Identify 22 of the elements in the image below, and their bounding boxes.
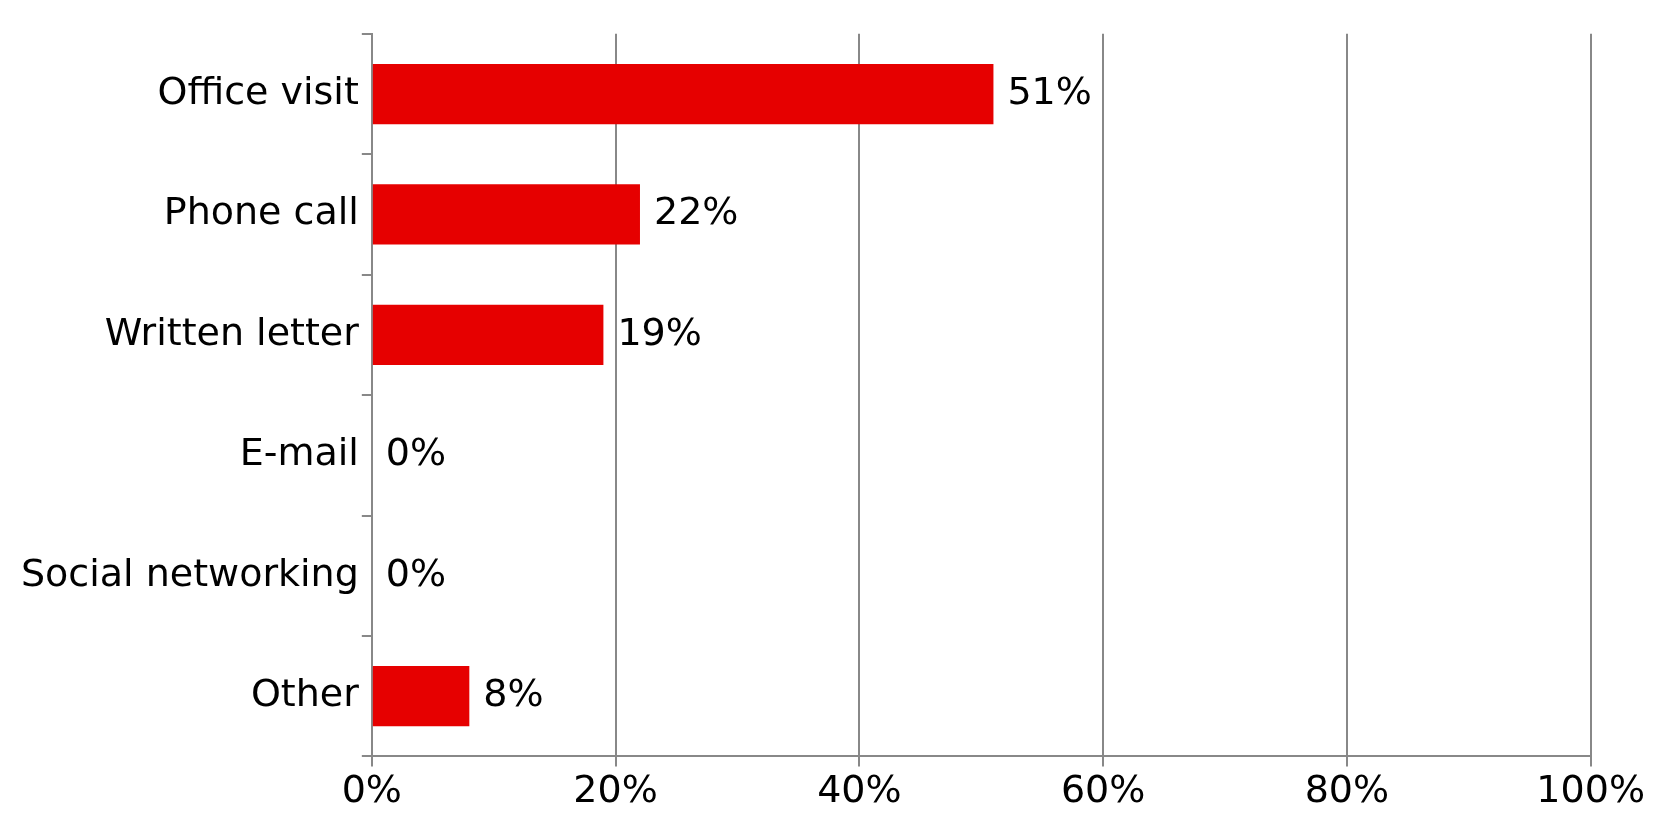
bar bbox=[372, 304, 604, 365]
data-label: 0% bbox=[385, 550, 447, 595]
x-tick-label: 80% bbox=[1304, 767, 1390, 812]
x-tick-label: 100% bbox=[1536, 767, 1645, 812]
data-label: 22% bbox=[653, 189, 739, 234]
y-tick-label: Social networking bbox=[21, 550, 359, 595]
y-tick-label: E-mail bbox=[239, 430, 359, 475]
y-tick-label: Phone call bbox=[163, 189, 359, 234]
y-tick-label: Office visit bbox=[157, 68, 359, 113]
x-tick-label: 0% bbox=[341, 767, 402, 812]
data-label: 8% bbox=[483, 671, 544, 716]
x-tick-label: 20% bbox=[573, 767, 658, 812]
bar bbox=[372, 63, 994, 125]
data-label: 19% bbox=[617, 309, 702, 354]
y-tick-label: Other bbox=[250, 671, 360, 716]
x-tick-label: 40% bbox=[817, 767, 902, 812]
x-tick-label: 60% bbox=[1060, 767, 1146, 812]
data-label: 51% bbox=[1007, 68, 1092, 113]
bar bbox=[372, 184, 640, 245]
bar bbox=[372, 666, 470, 727]
y-tick-label: Written letter bbox=[104, 309, 360, 354]
data-label: 0% bbox=[385, 430, 447, 475]
